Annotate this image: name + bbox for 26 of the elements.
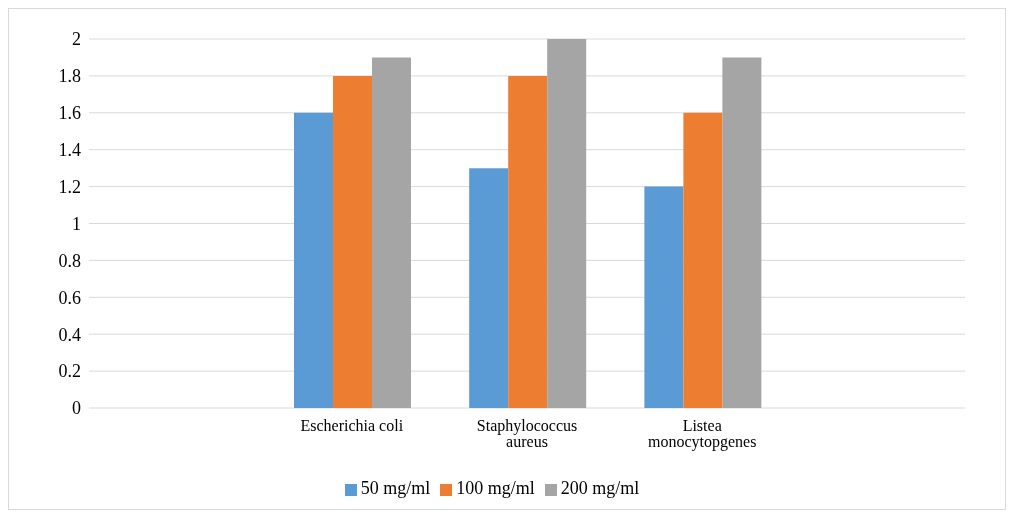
x-tick-label: Staphylococcus aureus	[476, 417, 578, 451]
bar	[722, 57, 762, 408]
legend-label: 200 mg/ml	[560, 478, 640, 498]
y-tick-label: 0	[72, 398, 81, 419]
y-tick-label: 0.4	[58, 324, 81, 345]
y-tick-label: 0.6	[58, 287, 81, 308]
bar	[293, 112, 333, 408]
bar	[332, 75, 372, 408]
y-tick-label: 1	[72, 213, 81, 234]
legend-label: 100 mg/ml	[456, 478, 535, 498]
x-tick-label: Escherichia coli	[300, 417, 404, 435]
bar	[371, 57, 411, 408]
bar	[683, 112, 723, 408]
y-tick-label: 1.6	[58, 103, 81, 124]
y-tick-label: 2	[72, 29, 81, 50]
bar	[547, 39, 587, 408]
y-tick-label: 0.8	[58, 250, 81, 271]
y-tick-label: 0.2	[58, 361, 81, 382]
legend-label: 50 mg/ml	[360, 478, 431, 498]
y-tick-label: 1.4	[58, 140, 81, 161]
bar	[508, 75, 548, 408]
bar	[644, 186, 684, 408]
y-tick-label: 1.8	[58, 66, 81, 87]
y-tick-label: 1.2	[58, 176, 81, 197]
x-tick-label: Listea monocytopgenes	[647, 417, 757, 452]
bar	[469, 168, 509, 408]
